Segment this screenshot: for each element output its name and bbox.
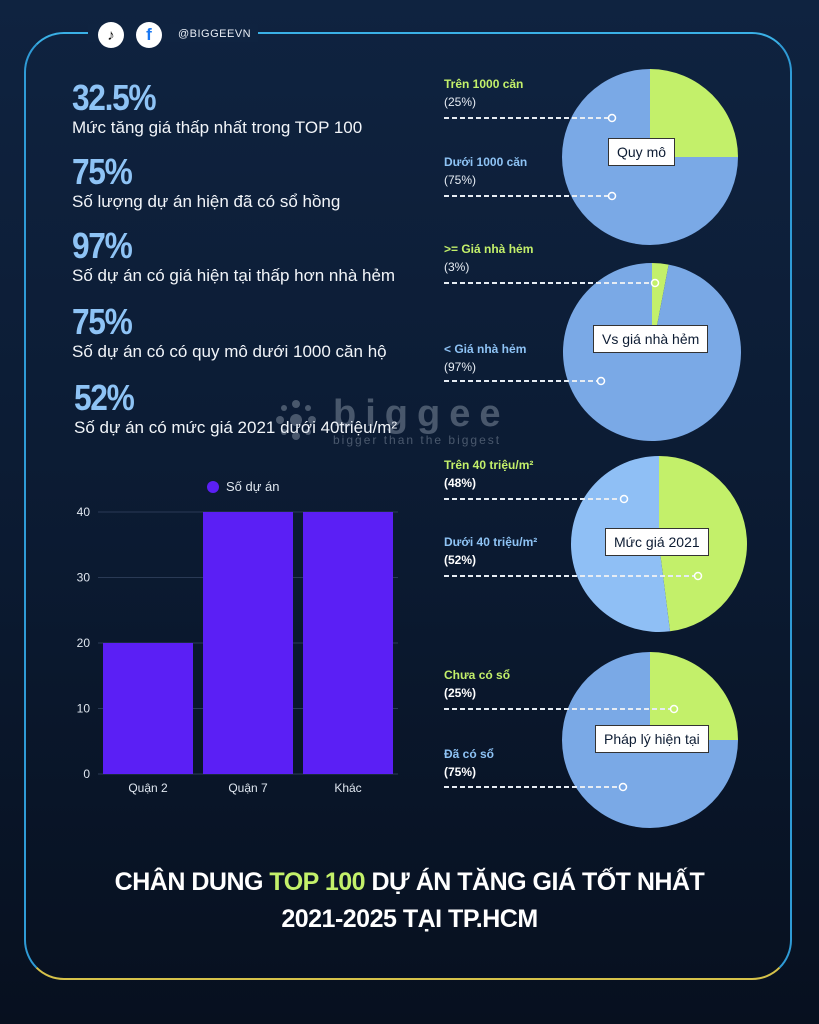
pie3-value-b: (52%) (444, 553, 477, 567)
stat-item: 52% Số dự án có mức giá 2021 dưới 40triệ… (74, 380, 397, 438)
title-pre: CHÂN DUNG (114, 868, 270, 896)
stat-value: 52% (74, 377, 135, 418)
bar (103, 643, 193, 774)
pie4-title: Pháp lý hiện tại (595, 725, 709, 753)
y-tick-label: 30 (77, 571, 91, 585)
stat-label: Số dự án có mức giá 2021 dưới 40triệu/m² (74, 418, 398, 437)
x-tick-label: Quận 7 (228, 781, 268, 795)
pie4-label-a: Chưa có sổ (444, 668, 511, 682)
pie1-label-a: Trên 1000 căn (444, 77, 524, 91)
y-tick-label: 20 (77, 636, 91, 650)
stat-label: Số dự án có giá hiện tại thấp hơn nhà hẻ… (72, 266, 396, 285)
legend-swatch (207, 480, 219, 493)
stat-value: 97% (72, 225, 133, 266)
stat-value: 32.5% (72, 77, 157, 118)
stat-label: Số lượng dự án hiện đã có sổ hồng (72, 192, 341, 211)
pie3-title: Mức giá 2021 (605, 528, 709, 556)
y-tick-label: 40 (77, 505, 91, 519)
pie1-value-b: (75%) (444, 173, 477, 187)
pie3-label-b: Dưới 40 triệu/m² (444, 535, 538, 549)
outer-frame (24, 32, 792, 980)
stat-item: 32.5% Mức tăng giá thấp nhất trong TOP 1… (72, 80, 362, 138)
legend-label: Số dự án (226, 479, 280, 494)
bar (203, 512, 293, 774)
bar-legend: Số dự án (207, 479, 280, 494)
x-tick-label: Quận 2 (128, 781, 168, 795)
stat-label: Mức tăng giá thấp nhất trong TOP 100 (72, 118, 363, 137)
pie2-value-a: (3%) (444, 260, 470, 274)
pie4-label-b: Đã có sổ (444, 747, 495, 761)
pie2-title: Vs giá nhà hẻm (593, 325, 709, 353)
pie1-label-b: Dưới 1000 căn (444, 155, 528, 169)
facebook-icon[interactable]: f (136, 22, 162, 48)
page-title-line2: 2021-2025 TẠI TP.HCM (281, 905, 538, 933)
social-icons: ♪ f (98, 22, 162, 48)
page-title-line1: CHÂN DUNG TOP 100 DỰ ÁN TĂNG GIÁ TỐT NHẤ… (0, 868, 819, 897)
stat-value: 75% (72, 301, 133, 342)
stat-item: 97% Số dự án có giá hiện tại thấp hơn nh… (72, 228, 395, 286)
watermark: biggee bigger than the biggest (275, 395, 509, 447)
bar (303, 512, 393, 774)
pie1-value-a: (25%) (444, 95, 477, 109)
bar-chart: 0 10 20 30 40 Quận 2 Quận 7 Khác (77, 505, 398, 795)
stat-item: 75% Số lượng dự án hiện đã có sổ hồng (72, 154, 340, 212)
title-highlight: TOP 100 (269, 868, 366, 896)
pie3-label-a: Trên 40 triệu/m² (444, 458, 534, 472)
y-tick-label: 0 (83, 767, 90, 781)
pie4-value-b: (75%) (444, 765, 477, 779)
pie4-value-a: (25%) (444, 686, 477, 700)
pie2-label-b: < Giá nhà hẻm (444, 342, 527, 356)
pie2-label-a: >= Giá nhà hẻm (444, 242, 534, 256)
tiktok-icon[interactable]: ♪ (98, 22, 124, 48)
watermark-tagline: bigger than the biggest (333, 433, 502, 447)
x-tick-label: Khác (334, 781, 361, 795)
pie1-title: Quy mô (608, 138, 676, 166)
y-tick-label: 10 (77, 702, 91, 716)
stat-label: Số dự án có có quy mô dưới 1000 căn hộ (72, 342, 387, 361)
stat-item: 75% Số dự án có có quy mô dưới 1000 căn … (72, 304, 387, 362)
social-handle: @BIGGEEVN (178, 28, 252, 40)
pie2-value-b: (97%) (444, 360, 477, 374)
watermark-brand: biggee (333, 393, 510, 435)
stat-value: 75% (72, 151, 133, 192)
pie3-value-a: (48%) (444, 476, 477, 490)
biggee-logo-icon (276, 400, 316, 440)
title-post: DỰ ÁN TĂNG GIÁ TỐT NHẤT (365, 868, 705, 896)
frame-gap (88, 24, 258, 42)
